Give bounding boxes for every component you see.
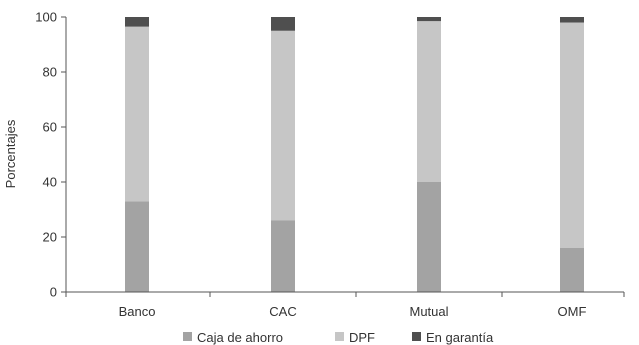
y-tick-label: 20 <box>43 230 57 245</box>
plot-area <box>125 17 584 292</box>
bar-segment-cac-3 <box>271 17 295 31</box>
bar-segment-cac-2 <box>271 30 295 221</box>
x-tick-label: Banco <box>119 304 156 319</box>
y-tick-label: 100 <box>35 10 57 25</box>
y-tick-label: 0 <box>50 285 57 300</box>
y-axis-title: Porcentajes <box>3 119 18 188</box>
legend-swatch <box>412 332 421 341</box>
legend: Caja de ahorro DPF En garantía <box>183 330 494 345</box>
legend-swatch <box>335 332 344 341</box>
bar-segment-banco-1 <box>125 201 149 292</box>
y-tick-label: 40 <box>43 175 57 190</box>
bar-segment-mutual-2 <box>417 21 441 182</box>
legend-swatch <box>183 332 192 341</box>
bar-segment-banco-2 <box>125 26 149 202</box>
x-tick-label: CAC <box>269 304 296 319</box>
legend-label: Caja de ahorro <box>197 330 283 345</box>
y-tick-label: 60 <box>43 120 57 135</box>
y-tick-label: 80 <box>43 65 57 80</box>
bar-segment-cac-1 <box>271 220 295 292</box>
legend-label: DPF <box>349 330 375 345</box>
y-axis: 0 20 40 60 80 100 <box>35 10 67 300</box>
x-axis: Banco CAC Mutual OMF <box>65 291 625 319</box>
bar-segment-omf-1 <box>560 248 584 292</box>
bar-segment-omf-3 <box>560 17 584 23</box>
bar-segment-mutual-1 <box>417 182 441 292</box>
bar-segment-omf-2 <box>560 22 584 248</box>
x-tick-label: Mutual <box>409 304 448 319</box>
bar-segment-mutual-3 <box>417 17 441 22</box>
bar-segment-banco-3 <box>125 17 149 27</box>
legend-label: En garantía <box>426 330 494 345</box>
x-tick-label: OMF <box>558 304 587 319</box>
